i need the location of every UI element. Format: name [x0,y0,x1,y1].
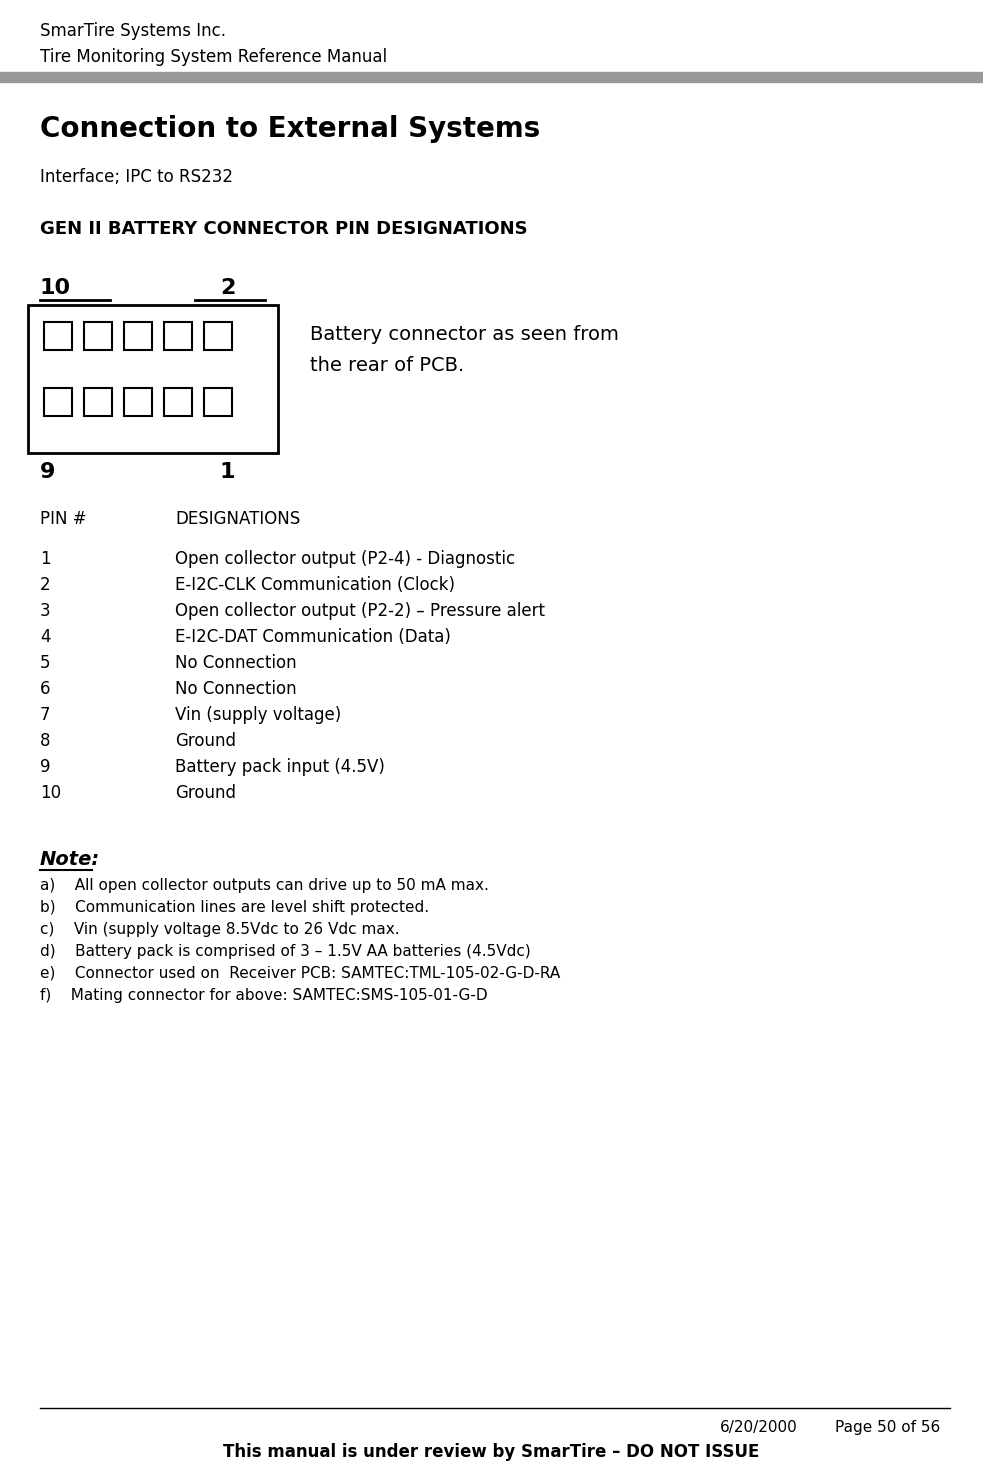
Text: PIN #: PIN # [40,510,87,528]
Text: 9: 9 [40,462,55,482]
Text: a)    All open collector outputs can drive up to 50 mA max.: a) All open collector outputs can drive … [40,878,489,893]
Text: b)    Communication lines are level shift protected.: b) Communication lines are level shift p… [40,900,430,915]
Text: e)    Connector used on  Receiver PCB: SAMTEC:TML-105-02-G-D-RA: e) Connector used on Receiver PCB: SAMTE… [40,966,560,981]
Text: E-I2C-CLK Communication (Clock): E-I2C-CLK Communication (Clock) [175,576,455,594]
Text: Open collector output (P2-4) - Diagnostic: Open collector output (P2-4) - Diagnosti… [175,550,515,567]
Bar [204,323,232,350]
Text: 2: 2 [40,576,51,594]
Text: f)    Mating connector for above: SAMTEC:SMS-105-01-G-D: f) Mating connector for above: SAMTEC:SM… [40,988,488,1003]
Text: Vin (supply voltage): Vin (supply voltage) [175,707,341,724]
Text: 3: 3 [40,603,51,620]
Text: 1: 1 [220,462,236,482]
Bar [124,388,152,416]
Text: 7: 7 [40,707,50,724]
Text: 8: 8 [40,732,50,751]
Text: Ground: Ground [175,732,236,751]
Text: Tire Monitoring System Reference Manual: Tire Monitoring System Reference Manual [40,48,387,66]
Text: 6: 6 [40,680,50,698]
Text: 10: 10 [40,279,71,298]
Text: No Connection: No Connection [175,654,297,671]
Text: Interface; IPC to RS232: Interface; IPC to RS232 [40,169,233,186]
Text: Battery pack input (4.5V): Battery pack input (4.5V) [175,758,385,776]
Text: Battery connector as seen from
the rear of PCB.: Battery connector as seen from the rear … [310,325,619,375]
Text: Ground: Ground [175,784,236,802]
Text: 2: 2 [220,279,235,298]
Text: No Connection: No Connection [175,680,297,698]
Text: SmarTire Systems Inc.: SmarTire Systems Inc. [40,22,226,40]
Text: Open collector output (P2-2) – Pressure alert: Open collector output (P2-2) – Pressure … [175,603,545,620]
Text: This manual is under review by SmarTire – DO NOT ISSUE: This manual is under review by SmarTire … [223,1443,759,1462]
Bar [164,323,192,350]
Bar [164,388,192,416]
Text: GEN II BATTERY CONNECTOR PIN DESIGNATIONS: GEN II BATTERY CONNECTOR PIN DESIGNATION… [40,220,528,237]
Bar [0,72,983,82]
Text: E-I2C-DAT Communication (Data): E-I2C-DAT Communication (Data) [175,627,451,647]
Bar [204,388,232,416]
Bar [84,388,112,416]
Text: d)    Battery pack is comprised of 3 – 1.5V AA batteries (4.5Vdc): d) Battery pack is comprised of 3 – 1.5V… [40,944,531,959]
Text: Page 50 of 56: Page 50 of 56 [835,1421,941,1435]
Bar [44,323,72,350]
Text: DESIGNATIONS: DESIGNATIONS [175,510,300,528]
Text: Connection to External Systems: Connection to External Systems [40,114,541,144]
Text: 10: 10 [40,784,61,802]
Text: 6/20/2000: 6/20/2000 [720,1421,798,1435]
Text: c)    Vin (supply voltage 8.5Vdc to 26 Vdc max.: c) Vin (supply voltage 8.5Vdc to 26 Vdc … [40,922,400,937]
Text: 1: 1 [40,550,51,567]
Text: 9: 9 [40,758,50,776]
Text: Note:: Note: [40,850,100,869]
Text: 4: 4 [40,627,50,647]
Bar [44,388,72,416]
Text: 5: 5 [40,654,50,671]
Bar [124,323,152,350]
Bar [84,323,112,350]
Bar [28,305,278,453]
